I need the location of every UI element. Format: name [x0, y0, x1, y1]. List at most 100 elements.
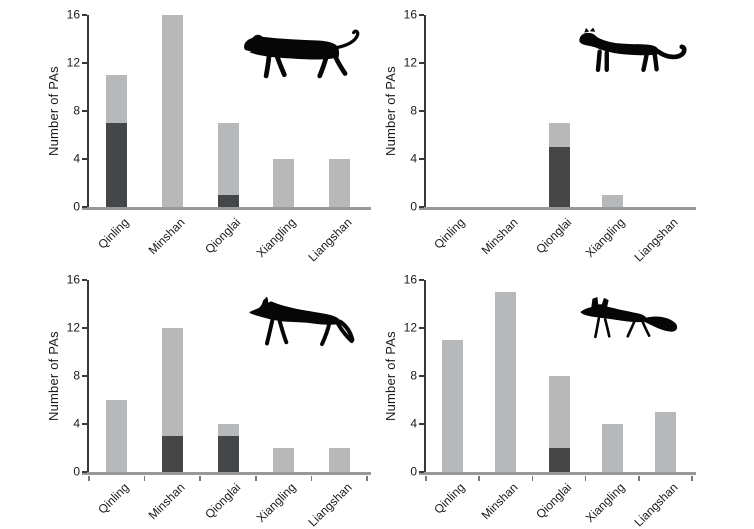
x-category-label: Qinling: [431, 215, 468, 252]
y-tick: [82, 206, 87, 208]
x-category-label: Qionglai: [202, 215, 244, 257]
x-tick: [691, 475, 693, 481]
plot-area: 0 4 8 12 16 Qinling Minshan Qionglai Xiangling Li…: [404, 274, 696, 529]
x-tick: [638, 475, 640, 481]
plot-area: 0 4 8 12 16 Qinling Minshan Qionglai Xiangling Li…: [404, 9, 696, 264]
y-tick-label: 12: [66, 320, 80, 335]
fox-icon: [578, 290, 685, 345]
y-axis-line: [424, 15, 426, 210]
x-category-label: Xiangling: [582, 215, 628, 261]
x-category-label: Liangshan: [631, 480, 681, 529]
x-category-label: Minshan: [479, 480, 522, 523]
x-category-label: Liangshan: [305, 480, 355, 529]
y-tick: [419, 206, 424, 208]
x-category-label: Qinling: [431, 480, 468, 517]
y-tick: [82, 14, 87, 16]
bar-dark-subset: [106, 123, 128, 207]
y-tick: [82, 423, 87, 425]
y-tick-label: 4: [73, 416, 80, 431]
bar-dark-subset: [161, 436, 183, 472]
x-category-label: Qionglai: [202, 480, 244, 522]
y-axis-title: Number of PAs: [46, 66, 61, 156]
y-tick-label: 12: [403, 320, 417, 335]
y-tick-label: 4: [410, 416, 417, 431]
x-axis-line: [82, 207, 371, 210]
y-tick-label: 8: [410, 103, 417, 118]
y-tick: [419, 158, 424, 160]
x-category-label: Liangshan: [631, 215, 681, 265]
x-tick: [366, 475, 368, 481]
y-tick-label: 16: [403, 272, 417, 287]
x-tick: [310, 475, 313, 481]
x-category-label: Minshan: [145, 480, 188, 523]
x-tick: [199, 475, 201, 481]
y-tick-label: 4: [73, 151, 80, 166]
y-tick-label: 12: [66, 55, 80, 70]
leopard-icon: [240, 27, 370, 83]
y-tick: [82, 327, 87, 329]
y-tick: [82, 375, 87, 377]
y-tick: [82, 471, 87, 473]
x-category-label: Liangshan: [305, 215, 355, 265]
y-tick-label: 16: [403, 7, 417, 22]
chart-panel-fox: Number of PAs 0 4 8 12 16 Qinling Minshan Qiong…: [377, 265, 754, 529]
plot-area: 0 4 8 12 16 Qinling Minshan Qionglai Xiangling Li…: [67, 9, 371, 264]
fox-silhouette: [580, 296, 678, 339]
y-tick-label: 0: [410, 464, 417, 479]
y-tick: [419, 423, 424, 425]
y-tick-label: 4: [410, 151, 417, 166]
snow-leopard-icon: [575, 20, 690, 78]
y-axis-line: [424, 280, 426, 475]
wolf-silhouette: [249, 296, 355, 347]
bar-total: [495, 292, 517, 472]
bar-total: [654, 412, 676, 472]
y-tick: [419, 375, 424, 377]
y-tick-label: 8: [410, 368, 417, 383]
x-category-label: Qinling: [95, 480, 133, 517]
x-category-label: Qinling: [95, 215, 133, 252]
x-category-label: Minshan: [145, 215, 188, 258]
y-tick-label: 0: [73, 199, 80, 214]
bar-dark-subset: [217, 195, 239, 207]
chart-panel-snow-leopard: Number of PAs 0 4 8 12 16 Qinling Minshan Qiong…: [377, 0, 754, 264]
x-tick: [143, 475, 146, 481]
bar-dark-subset: [548, 147, 570, 207]
y-tick: [82, 62, 87, 64]
bar-total: [217, 123, 239, 207]
snow-leopard-silhouette: [579, 27, 687, 72]
bar-dark-subset: [548, 448, 570, 472]
y-tick: [419, 471, 424, 473]
y-tick: [419, 327, 424, 329]
bar-total: [328, 159, 350, 207]
bar-total: [106, 400, 128, 472]
x-tick: [425, 475, 427, 481]
y-tick: [419, 62, 424, 64]
bar-total: [273, 159, 295, 207]
bar-total: [601, 195, 623, 207]
y-tick: [419, 14, 424, 16]
y-axis-title: Number of PAs: [383, 66, 398, 156]
x-axis-line: [419, 207, 696, 210]
x-tick: [531, 475, 534, 481]
x-category-label: Xiangling: [253, 215, 299, 261]
bar-total: [442, 340, 464, 472]
y-tick-label: 0: [410, 199, 417, 214]
y-tick: [419, 279, 424, 281]
chart-panel-wolf: Number of PAs 0 4 8 12 16 Qinling Minshan Qiong…: [0, 265, 377, 529]
leopard-silhouette: [242, 29, 360, 79]
bar-dark-subset: [217, 436, 239, 472]
y-tick: [82, 279, 87, 281]
x-tick: [88, 475, 90, 481]
y-tick: [82, 158, 87, 160]
x-category-label: Xiangling: [582, 480, 628, 526]
bar-total: [328, 448, 350, 472]
y-tick-label: 0: [73, 464, 80, 479]
plot-area: 0 4 8 12 16 Qinling Minshan Qionglai Xiangling Li…: [67, 274, 371, 529]
bar-total: [161, 15, 183, 207]
x-category-label: Qionglai: [533, 215, 575, 257]
x-tick: [478, 475, 480, 481]
y-axis-line: [87, 280, 89, 475]
x-axis-line: [419, 472, 696, 475]
x-tick: [255, 475, 257, 481]
